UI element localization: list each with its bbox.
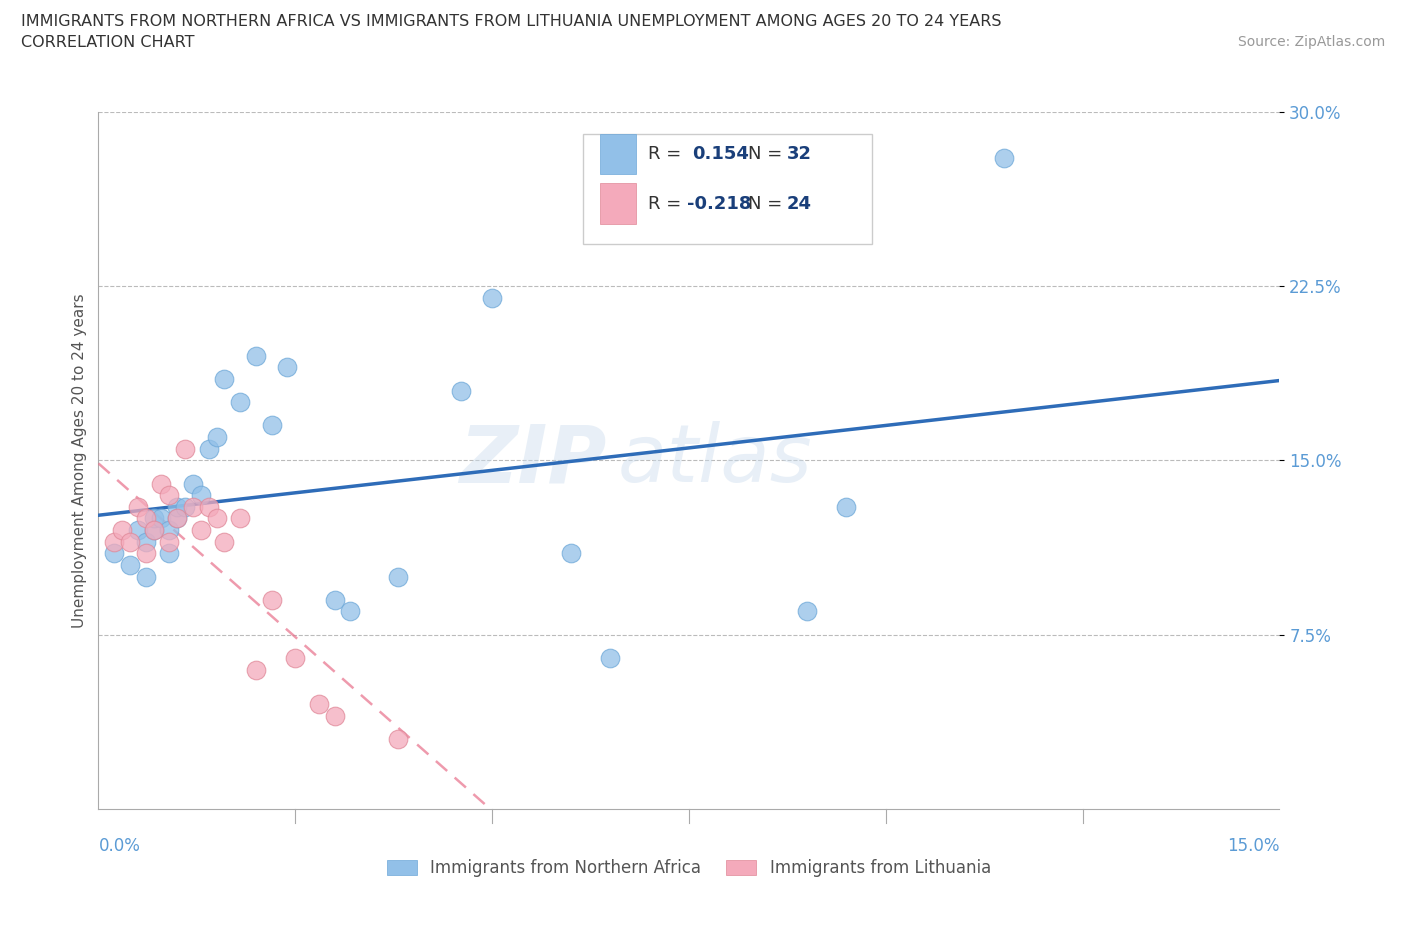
Point — [157, 487, 180, 502]
Text: 0.154: 0.154 — [693, 145, 749, 163]
Point — [142, 523, 165, 538]
Point — [276, 360, 298, 375]
Point — [260, 418, 283, 432]
Text: R =: R = — [648, 145, 686, 163]
Text: 0.0%: 0.0% — [98, 837, 141, 855]
Text: CORRELATION CHART: CORRELATION CHART — [21, 35, 194, 50]
Point — [142, 512, 165, 526]
Point — [260, 592, 283, 607]
Point — [481, 290, 503, 305]
Point — [214, 371, 236, 387]
Point — [323, 592, 346, 607]
Text: 15.0%: 15.0% — [1227, 837, 1279, 855]
Point — [339, 604, 361, 619]
Point — [135, 512, 157, 526]
Point — [205, 512, 228, 526]
FancyBboxPatch shape — [582, 134, 872, 245]
Point — [166, 499, 188, 514]
Y-axis label: Unemployment Among Ages 20 to 24 years: Unemployment Among Ages 20 to 24 years — [72, 293, 87, 628]
Point — [560, 546, 582, 561]
Point — [157, 534, 180, 549]
Point — [205, 430, 228, 445]
Point — [174, 442, 197, 457]
Point — [181, 476, 204, 491]
Text: atlas: atlas — [619, 421, 813, 499]
Point — [166, 512, 188, 526]
Point — [229, 512, 252, 526]
Text: 24: 24 — [787, 194, 813, 213]
Text: IMMIGRANTS FROM NORTHERN AFRICA VS IMMIGRANTS FROM LITHUANIA UNEMPLOYMENT AMONG : IMMIGRANTS FROM NORTHERN AFRICA VS IMMIG… — [21, 14, 1001, 29]
Point — [323, 709, 346, 724]
Legend: Immigrants from Northern Africa, Immigrants from Lithuania: Immigrants from Northern Africa, Immigra… — [387, 859, 991, 878]
Point — [190, 523, 212, 538]
Point — [197, 442, 219, 457]
Text: ZIP: ZIP — [458, 421, 606, 499]
Point — [197, 499, 219, 514]
Point — [308, 698, 330, 712]
Point — [127, 499, 149, 514]
Text: 32: 32 — [787, 145, 813, 163]
Point — [835, 499, 858, 514]
Point — [166, 512, 188, 526]
Point — [111, 523, 134, 538]
Point — [103, 534, 125, 549]
Point — [150, 476, 173, 491]
Point — [599, 651, 621, 666]
Point — [214, 534, 236, 549]
Point — [993, 151, 1015, 166]
Point — [796, 604, 818, 619]
Point — [229, 394, 252, 409]
Point — [150, 512, 173, 526]
Point — [103, 546, 125, 561]
Point — [157, 546, 180, 561]
Point — [174, 499, 197, 514]
Text: Source: ZipAtlas.com: Source: ZipAtlas.com — [1237, 35, 1385, 49]
Point — [190, 487, 212, 502]
Point — [135, 534, 157, 549]
Point — [127, 523, 149, 538]
Point — [450, 383, 472, 398]
Point — [135, 569, 157, 584]
Text: N =: N = — [748, 145, 787, 163]
Text: -0.218: -0.218 — [686, 194, 751, 213]
Point — [387, 569, 409, 584]
Point — [245, 349, 267, 364]
Point — [181, 499, 204, 514]
FancyBboxPatch shape — [600, 183, 636, 224]
Point — [135, 546, 157, 561]
Point — [157, 523, 180, 538]
Point — [284, 651, 307, 666]
Point — [142, 523, 165, 538]
Text: R =: R = — [648, 194, 686, 213]
Point — [387, 732, 409, 747]
FancyBboxPatch shape — [600, 134, 636, 174]
Text: N =: N = — [748, 194, 787, 213]
Point — [118, 534, 141, 549]
Point — [245, 662, 267, 677]
Point — [118, 558, 141, 573]
